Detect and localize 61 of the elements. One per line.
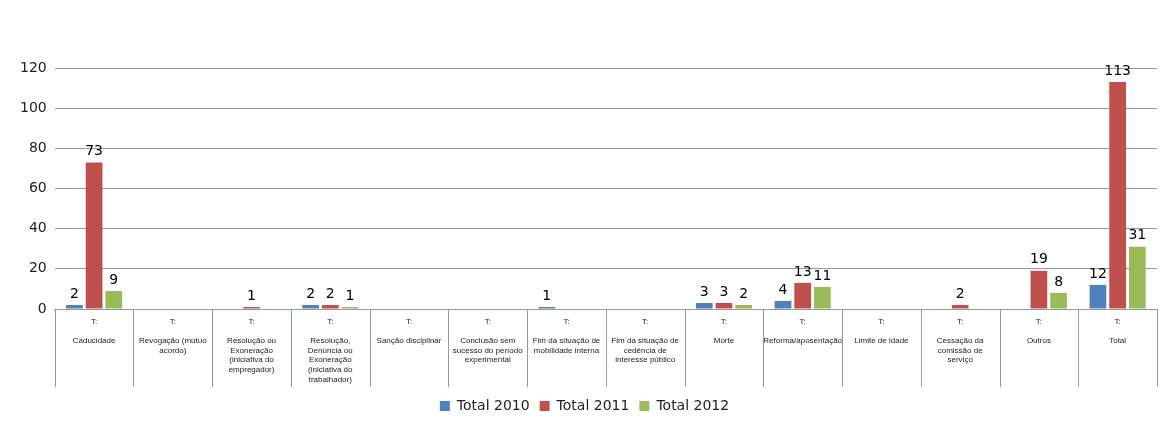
data-label: 12 [1089,264,1107,281]
data-label: 13 [793,262,812,279]
data-label: 113 [1104,61,1131,78]
category-label: T: Reforma/aposentação [763,317,843,346]
bar [1089,284,1107,309]
category-label: T: Fim da situação de cedência de interesse público [611,317,680,365]
bar [321,304,339,309]
category-label: T: Cessação da comissão de serviço [936,317,984,365]
bar [735,304,753,309]
category-label: T: Limite de idade [854,317,909,346]
data-label: 19 [1029,250,1048,267]
data-label: 2 [306,284,316,301]
bar [302,304,319,309]
y-tick-label: 40 [28,219,47,236]
legend-label: Total 2011 [555,396,630,413]
category-label: T: Morte [713,317,735,346]
category-label: T: Outros [1026,317,1051,346]
legend-label: Total 2010 [455,396,530,413]
bar [1030,270,1048,309]
data-label: 2 [739,284,749,301]
category-label: T: Total [1109,317,1127,346]
category-label: T: Fim da situação de mobilidade interna [532,317,601,355]
bar [66,304,83,309]
data-label: 3 [719,282,729,299]
bar [715,302,733,309]
category-label: T: Revogação (mútuo acordo) [139,317,207,355]
y-tick-label: 100 [19,98,47,115]
data-label: 11 [813,266,832,283]
category-label: T: Conclusão sem sucesso do período experimental [452,317,523,365]
bar [951,304,969,309]
bar [105,290,123,309]
data-label: 73 [85,142,103,159]
y-tick-label: 80 [28,138,47,155]
bar [794,282,812,309]
bar [1128,246,1146,309]
data-label: 9 [109,270,119,287]
bar [1109,82,1126,309]
y-tick-label: 20 [28,259,47,276]
category-label: T: Resolução, Denúncia ou Exoneração (iniciativa do trabalhador) [307,317,353,384]
data-label: 1 [542,286,552,303]
data-label: 1 [345,286,355,303]
data-label: 31 [1128,226,1147,243]
category-label: T: Resolução ou Exoneração (iniciativa do empregador) [227,317,277,374]
bar [695,302,713,309]
data-label: 2 [955,284,965,301]
legend-label: Total 2012 [655,396,730,413]
data-label: 8 [1054,272,1064,289]
data-label: 2 [325,284,335,301]
y-tick-label: 120 [19,58,47,75]
y-tick-label: 0 [37,299,47,316]
bar [814,286,831,309]
y-tick-label: 60 [28,179,47,196]
bar [85,162,103,309]
data-label: 3 [699,282,709,299]
data-label: 1 [247,286,257,303]
data-label: 2 [69,284,79,301]
bar [1050,292,1067,309]
category-label: T: Caducidade [72,317,116,346]
bar [774,300,792,309]
data-label: 4 [778,280,788,297]
category-label: T: Sanção disciplinar [376,317,442,346]
